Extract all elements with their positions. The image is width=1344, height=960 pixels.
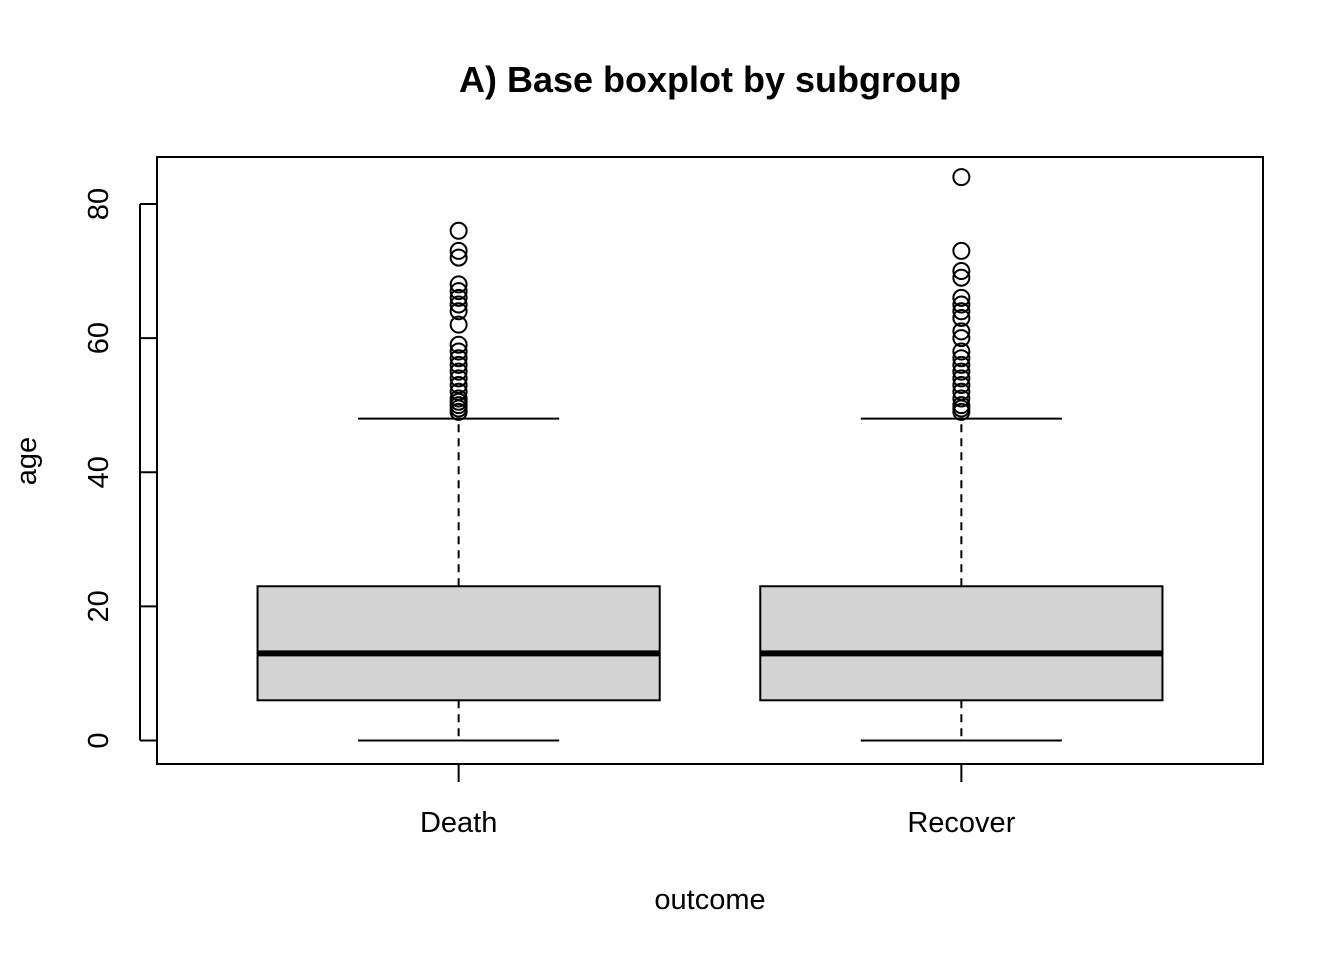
outlier-point (952, 369, 971, 388)
outlier-point (449, 282, 468, 301)
y-axis-title: age (11, 437, 43, 485)
outlier-point (952, 322, 971, 341)
outlier-point (449, 302, 468, 321)
outlier-point (449, 295, 468, 314)
outlier-point (449, 315, 468, 334)
outlier-point (952, 302, 971, 321)
outlier-point (952, 268, 971, 287)
outlier-point (952, 241, 971, 260)
y-tick-label: 40 (83, 456, 115, 488)
outlier-point (952, 389, 971, 408)
y-tick-label: 60 (83, 322, 115, 354)
x-tick-label: Death (420, 807, 497, 839)
y-tick-label: 80 (83, 188, 115, 220)
outlier-point (952, 295, 971, 314)
y-axis: 0 20 40 60 80 (83, 188, 157, 749)
outlier-point (952, 355, 971, 374)
outlier-point (449, 335, 468, 354)
chart-title: A) Base boxplot by subgroup (459, 59, 961, 100)
outlier-point (952, 396, 971, 415)
outlier-point (952, 308, 971, 327)
box-death (256, 221, 661, 742)
outlier-point (449, 342, 468, 361)
outlier-point (952, 382, 971, 401)
outlier-point (449, 221, 468, 240)
outlier-point (449, 389, 468, 408)
outlier-point (952, 168, 971, 187)
boxes-group (256, 168, 1164, 742)
y-tick-label: 0 (83, 732, 115, 748)
outlier-point (449, 382, 468, 401)
outlier-point (952, 342, 971, 361)
outlier-point (952, 329, 971, 348)
outlier-point (449, 275, 468, 294)
outlier-point (952, 362, 971, 381)
iqr-box (759, 585, 1164, 702)
outlier-point (449, 362, 468, 381)
outlier-point (952, 262, 971, 281)
box-recover (759, 168, 1164, 742)
x-axis: Death Recover (420, 764, 1016, 839)
outlier-point (952, 376, 971, 395)
outlier-point (449, 241, 468, 260)
plot-frame (156, 156, 1264, 765)
outlier-point (449, 288, 468, 307)
x-tick-label: Recover (907, 807, 1015, 839)
outlier-point (952, 349, 971, 368)
iqr-box (256, 585, 661, 702)
y-tick-label: 20 (83, 590, 115, 622)
outlier-point (449, 369, 468, 388)
outlier-point (952, 288, 971, 307)
outlier-point (449, 248, 468, 267)
outlier-point (449, 355, 468, 374)
outlier-point (449, 376, 468, 395)
x-axis-title: outcome (654, 884, 765, 916)
outlier-point (449, 349, 468, 368)
